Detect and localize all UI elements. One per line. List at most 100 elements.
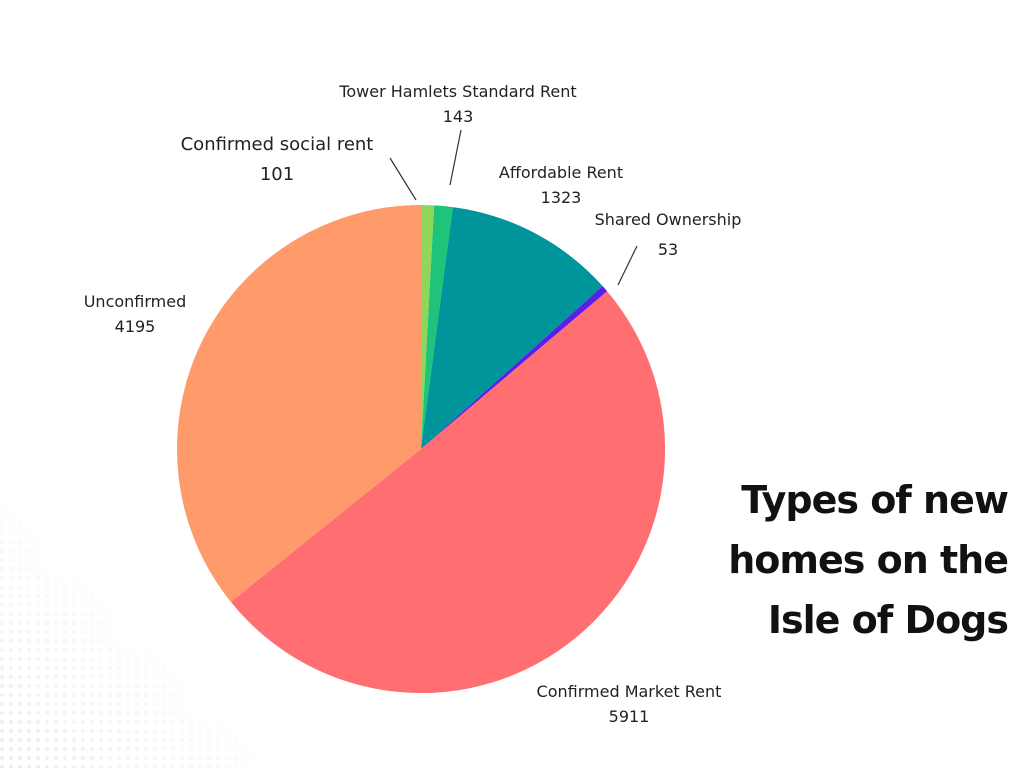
decor-dot	[107, 737, 113, 743]
decor-dot	[107, 575, 113, 581]
decor-dot	[44, 764, 50, 768]
decor-dot	[278, 746, 284, 752]
decor-dot	[17, 566, 23, 572]
decor-dot	[188, 656, 194, 662]
decor-dot	[98, 701, 104, 707]
decor-dot	[278, 755, 284, 761]
decor-dot	[98, 638, 104, 644]
decor-dot	[134, 746, 140, 752]
decor-dot	[44, 746, 50, 752]
decor-dot	[233, 692, 239, 698]
decor-dot	[215, 737, 221, 743]
decor-dot	[53, 593, 59, 599]
decor-dot	[8, 683, 14, 689]
decor-dot	[8, 701, 14, 707]
decor-dot	[26, 566, 32, 572]
decor-dot	[62, 728, 68, 734]
decor-dot	[125, 746, 131, 752]
decor-dot	[98, 746, 104, 752]
decor-dot	[152, 629, 158, 635]
slice-label-shared-ownership: Shared Ownership	[595, 210, 742, 229]
decor-dot	[134, 737, 140, 743]
decor-dot	[44, 692, 50, 698]
decor-dot	[98, 674, 104, 680]
decor-dot	[35, 683, 41, 689]
decor-dot	[0, 692, 5, 698]
decor-dot	[188, 755, 194, 761]
decor-dot	[143, 701, 149, 707]
decor-dot	[197, 683, 203, 689]
decor-dot	[98, 755, 104, 761]
decor-dot	[125, 764, 131, 768]
decor-dot	[89, 719, 95, 725]
decor-dot	[44, 539, 50, 545]
decor-dot	[26, 683, 32, 689]
decor-dot	[26, 638, 32, 644]
decor-dot	[53, 629, 59, 635]
decor-dot	[26, 512, 32, 518]
decor-dot	[269, 728, 275, 734]
decor-dot	[179, 746, 185, 752]
decor-dot	[143, 746, 149, 752]
decor-dot	[116, 638, 122, 644]
decor-dot	[98, 764, 104, 768]
decor-dot	[89, 566, 95, 572]
decor-dot	[26, 503, 32, 509]
slice-label-unconfirmed: Unconfirmed	[84, 292, 187, 311]
decor-dot	[8, 602, 14, 608]
decor-dot	[125, 656, 131, 662]
decor-dot	[107, 647, 113, 653]
decor-dot	[26, 539, 32, 545]
decor-dot	[0, 683, 5, 689]
decor-dot	[188, 692, 194, 698]
chart-title: Types of new homes on the Isle of Dogs	[688, 470, 1009, 650]
decor-dot	[71, 728, 77, 734]
decor-dot	[8, 467, 14, 473]
decor-dot	[53, 665, 59, 671]
decor-dot	[179, 692, 185, 698]
decor-dot	[80, 674, 86, 680]
decor-dot	[179, 737, 185, 743]
decor-dot	[62, 647, 68, 653]
decor-dot	[89, 548, 95, 554]
decor-dot	[242, 737, 248, 743]
decor-dot	[17, 656, 23, 662]
decor-dot	[143, 647, 149, 653]
decor-dot	[35, 647, 41, 653]
decor-dot	[116, 719, 122, 725]
decor-dot	[62, 737, 68, 743]
decor-dot	[80, 737, 86, 743]
decor-dot	[62, 620, 68, 626]
decor-dot	[260, 719, 266, 725]
decor-dot	[62, 656, 68, 662]
slice-value-tower-hamlets-standard-rent: 143	[443, 107, 474, 126]
decor-dot	[17, 701, 23, 707]
decor-dot	[89, 764, 95, 768]
decor-dot	[26, 737, 32, 743]
decor-dot	[125, 755, 131, 761]
decor-dot	[26, 620, 32, 626]
decor-dot	[8, 521, 14, 527]
decor-dot	[17, 494, 23, 500]
decor-dot	[143, 719, 149, 725]
decor-dot	[107, 692, 113, 698]
decor-dot	[80, 629, 86, 635]
leader-line-tower-hamlets-standard-rent	[449, 129, 462, 186]
decor-dot	[44, 683, 50, 689]
decor-dot	[269, 737, 275, 743]
decor-dot	[134, 665, 140, 671]
decor-dot	[107, 719, 113, 725]
decor-dot	[35, 746, 41, 752]
decor-dot	[80, 764, 86, 768]
decor-dot	[215, 719, 221, 725]
decor-dot	[17, 512, 23, 518]
decor-dot	[188, 719, 194, 725]
decor-dot	[44, 719, 50, 725]
chart-title-line-3: Isle of Dogs	[767, 598, 1009, 642]
decor-dot	[0, 512, 5, 518]
decor-dot	[206, 719, 212, 725]
chart-title-line-1: Types of new	[741, 478, 1009, 522]
decor-dot	[62, 557, 68, 563]
decor-dot	[53, 602, 59, 608]
